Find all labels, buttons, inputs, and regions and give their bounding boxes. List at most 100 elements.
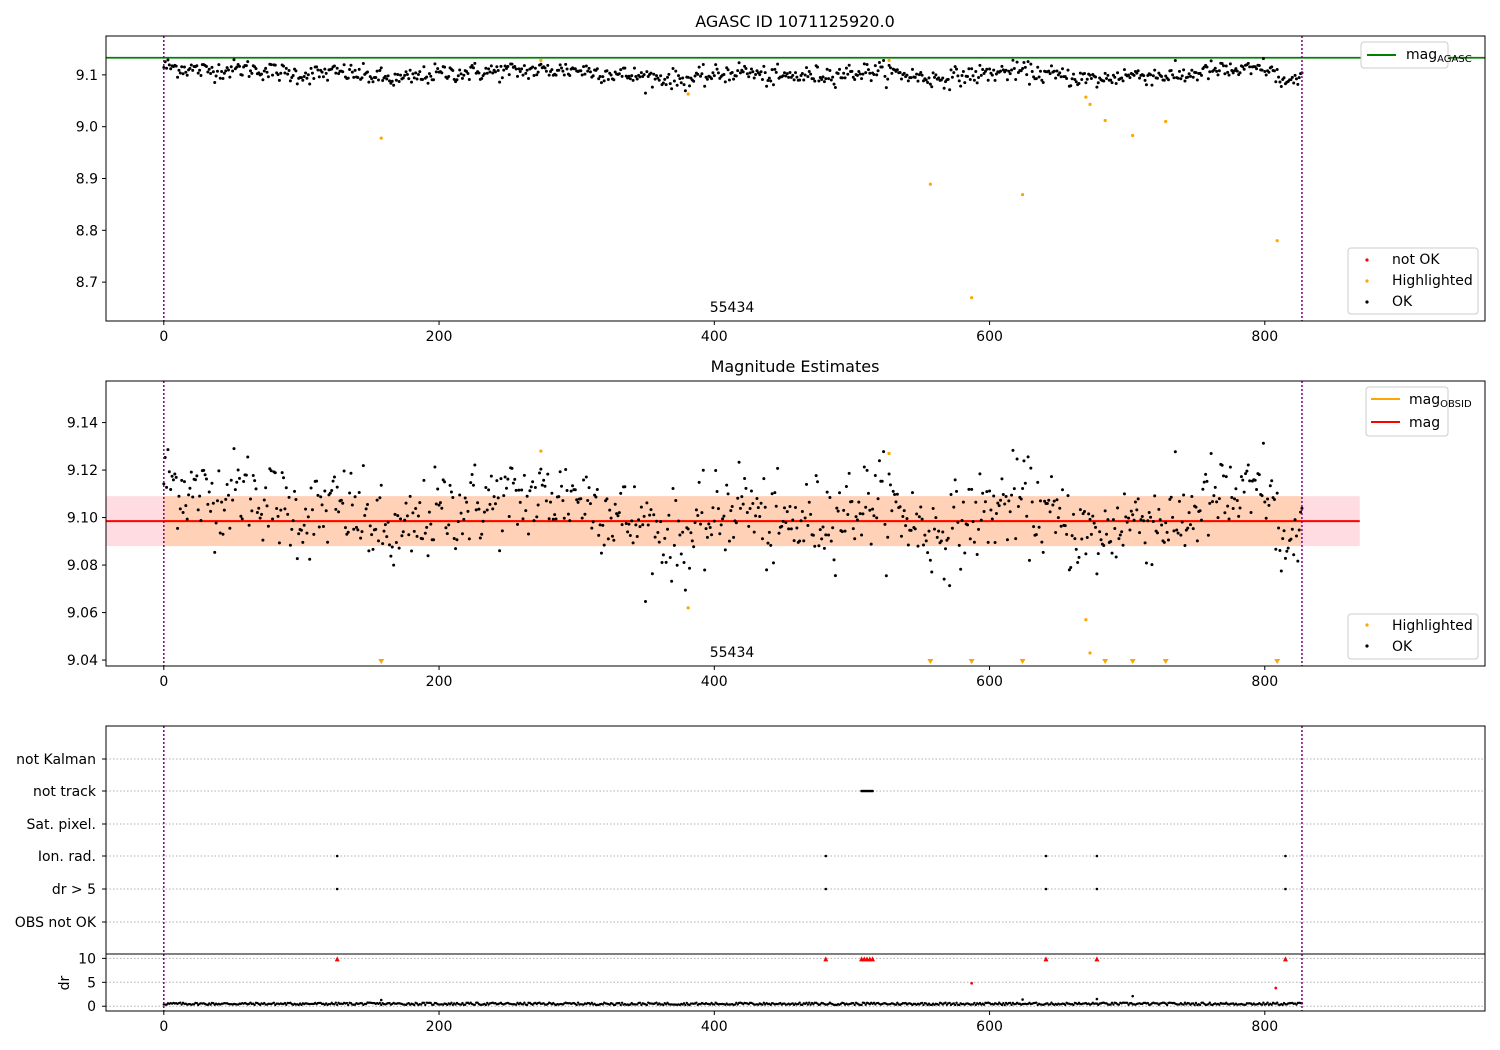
ok-point bbox=[807, 500, 811, 504]
ok-point bbox=[682, 83, 686, 87]
ok-point bbox=[564, 62, 568, 66]
ok-point bbox=[356, 76, 360, 80]
ok-point bbox=[458, 493, 462, 497]
ok-point bbox=[1231, 507, 1235, 511]
ok-point bbox=[1005, 538, 1009, 542]
ok-point bbox=[1084, 552, 1088, 556]
ok-point bbox=[1030, 500, 1034, 504]
legend-highlighted-label: Highlighted bbox=[1392, 273, 1473, 289]
ok-point bbox=[1118, 533, 1122, 537]
ok-point bbox=[608, 508, 612, 512]
ok-point bbox=[515, 74, 519, 78]
ok-point bbox=[429, 74, 433, 78]
y-tick-label: 9.04 bbox=[67, 653, 98, 669]
dr-clipped-marker bbox=[334, 956, 340, 962]
ok-point bbox=[1245, 469, 1249, 473]
ok-point bbox=[1187, 72, 1191, 76]
ok-point bbox=[568, 74, 572, 78]
ok-point bbox=[811, 533, 815, 537]
ok-point bbox=[539, 62, 543, 66]
ok-point bbox=[390, 79, 394, 83]
ok-point bbox=[502, 68, 506, 72]
ok-point bbox=[895, 492, 899, 496]
dr-ok-point bbox=[422, 1001, 426, 1005]
ok-point bbox=[466, 72, 470, 76]
ok-point bbox=[1199, 73, 1203, 77]
ok-point bbox=[935, 535, 939, 539]
ok-point bbox=[550, 68, 554, 72]
dr-ok-point bbox=[333, 1003, 336, 1006]
ok-point bbox=[242, 480, 246, 484]
ok-point bbox=[173, 472, 177, 476]
dr-ok-point bbox=[1165, 1003, 1169, 1007]
ok-point bbox=[1007, 69, 1011, 73]
ok-point bbox=[582, 478, 586, 482]
ok-point bbox=[803, 73, 807, 77]
ok-point bbox=[484, 66, 488, 70]
ok-point bbox=[224, 69, 228, 73]
dr-ok-point bbox=[872, 1001, 876, 1005]
ok-point bbox=[1056, 516, 1060, 520]
ok-point bbox=[306, 73, 310, 77]
ok-point bbox=[1019, 497, 1023, 501]
ok-point bbox=[648, 513, 652, 517]
ok-point bbox=[776, 62, 780, 66]
ok-point bbox=[756, 506, 760, 510]
dr-ok-point bbox=[523, 1001, 526, 1004]
ok-point bbox=[247, 75, 251, 79]
ok-point bbox=[305, 76, 309, 80]
highlighted-point bbox=[379, 136, 383, 140]
y-tick-label: 8.7 bbox=[76, 275, 98, 291]
ok-point bbox=[1066, 494, 1070, 498]
ok-point bbox=[1275, 491, 1279, 495]
ok-point bbox=[880, 65, 884, 69]
ok-point bbox=[898, 71, 902, 75]
ok-point bbox=[280, 471, 284, 475]
ok-point bbox=[473, 61, 477, 65]
ok-point bbox=[1099, 538, 1103, 542]
ok-point bbox=[214, 74, 218, 78]
ok-point bbox=[188, 486, 192, 490]
ok-point bbox=[343, 526, 347, 530]
ok-point bbox=[506, 477, 510, 481]
ok-point bbox=[977, 75, 981, 79]
ok-point bbox=[956, 74, 960, 78]
magnitude-panel: Magnitude Estimates 0 200 400 600 800 9.049.… bbox=[67, 357, 1486, 690]
flag-row-label: Ion. rad. bbox=[38, 849, 96, 865]
ok-point bbox=[770, 68, 774, 72]
ok-point bbox=[682, 560, 686, 564]
ok-point bbox=[928, 558, 932, 562]
ok-point bbox=[1030, 69, 1034, 73]
ok-point bbox=[632, 66, 636, 70]
ok-point bbox=[507, 73, 511, 77]
ok-point bbox=[169, 67, 173, 71]
dr-ok-point bbox=[761, 1003, 764, 1006]
ok-point bbox=[443, 480, 447, 484]
ok-point bbox=[251, 474, 255, 478]
ok-point bbox=[460, 76, 464, 80]
ok-point bbox=[1034, 77, 1038, 81]
ok-point bbox=[620, 74, 624, 78]
ok-point bbox=[393, 512, 397, 516]
ok-point bbox=[504, 486, 508, 490]
ok-point bbox=[1110, 81, 1114, 85]
ok-point bbox=[828, 495, 832, 499]
flag-row-label: dr > 5 bbox=[52, 882, 96, 898]
ok-point bbox=[360, 530, 364, 534]
ok-point bbox=[902, 71, 906, 75]
ok-point bbox=[1216, 516, 1220, 520]
ok-point bbox=[182, 65, 186, 69]
ok-point bbox=[1138, 531, 1142, 535]
ok-point bbox=[784, 521, 788, 525]
ok-point bbox=[993, 78, 997, 82]
ok-point bbox=[831, 526, 835, 530]
ok-point bbox=[1136, 497, 1140, 501]
ok-point bbox=[185, 517, 189, 521]
ok-point bbox=[467, 537, 471, 541]
ok-point bbox=[696, 72, 700, 76]
ok-point bbox=[240, 517, 244, 521]
ok-point bbox=[961, 500, 965, 504]
ok-point bbox=[994, 72, 998, 76]
ok-point bbox=[1157, 507, 1161, 511]
dr-ok-point bbox=[388, 1001, 391, 1005]
